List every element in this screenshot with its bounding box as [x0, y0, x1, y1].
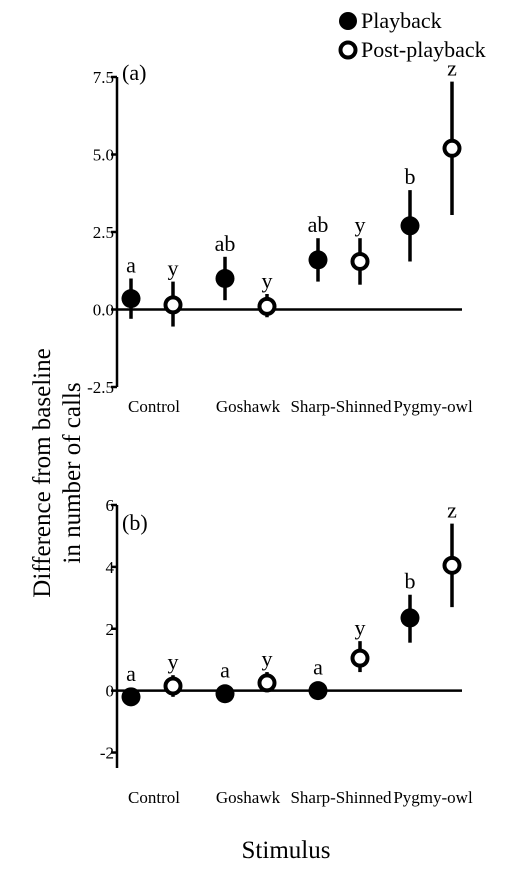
data-point-playback	[215, 269, 235, 288]
significance-letter: y	[168, 256, 179, 281]
significance-letter: a	[126, 661, 136, 686]
y-axis-title-line2: in number of calls	[59, 382, 86, 563]
x-category-label: Sharp-Shinned	[290, 788, 392, 807]
data-point-post-playback	[163, 676, 183, 696]
y-tick-label: 2	[106, 620, 115, 639]
x-category-label: Control	[128, 397, 180, 416]
significance-letter: z	[447, 498, 457, 523]
data-point-playback	[215, 684, 235, 704]
y-tick-label: 0.0	[93, 301, 114, 320]
x-axis-title: Stimulus	[242, 837, 331, 864]
data-point-post-playback	[442, 555, 462, 575]
significance-letter: ab	[215, 231, 236, 256]
significance-letter: y	[355, 212, 366, 237]
significance-letter: a	[313, 655, 323, 680]
panel-b: -2 0 2 4 6 (b) Control Goshawk Sharp-Shinned Pygm…	[100, 496, 473, 807]
x-category-label: Control	[128, 788, 180, 807]
significance-letter: b	[405, 569, 416, 594]
y-tick-label: 6	[106, 496, 115, 515]
significance-letter: y	[262, 646, 273, 671]
x-category-label: Goshawk	[216, 397, 281, 416]
y-tick-label: 5.0	[93, 146, 114, 165]
data-point-playback	[121, 687, 141, 707]
legend-post-playback-label: Post-playback	[361, 37, 486, 62]
legend-playback-label: Playback	[361, 8, 442, 33]
y-tick-label: -2.5	[87, 378, 114, 397]
x-category-label: Pygmy-owl	[393, 397, 473, 416]
x-category-label: Goshawk	[216, 788, 281, 807]
data-point-post-playback	[442, 138, 462, 158]
significance-letter: ab	[308, 212, 329, 237]
significance-letter: z	[447, 56, 457, 81]
y-tick-label: 4	[106, 558, 115, 577]
legend-post-playback-marker	[338, 40, 358, 60]
significance-letter: b	[405, 164, 416, 189]
x-category-label: Pygmy-owl	[393, 788, 473, 807]
panel-label: (a)	[122, 60, 146, 85]
y-tick-label: 0	[106, 682, 115, 701]
significance-letter: y	[168, 649, 179, 674]
data-point-post-playback	[257, 673, 277, 693]
y-tick-label: -2	[100, 744, 114, 763]
data-point-playback	[308, 250, 328, 270]
significance-letter: a	[220, 658, 230, 683]
panel-a: -2.5 0.0 2.5 5.0 7.5 (a) Control Goshawk Sharp-S…	[87, 56, 473, 416]
data-point-post-playback	[350, 648, 370, 668]
significance-letter: y	[355, 615, 366, 640]
x-category-label: Sharp-Shinned	[290, 397, 392, 416]
legend-playback-marker	[339, 12, 357, 30]
data-point-post-playback	[350, 251, 370, 271]
data-point-post-playback	[163, 295, 183, 315]
panel-label: (b)	[122, 510, 148, 535]
y-axis-title-line1: Difference from baseline	[29, 348, 56, 597]
y-tick-label: 2.5	[93, 223, 114, 242]
data-point-post-playback	[257, 296, 277, 316]
significance-letter: y	[262, 268, 273, 293]
data-point-playback	[400, 216, 420, 236]
data-point-playback	[121, 289, 141, 309]
legend: Playback Post-playback	[338, 8, 486, 62]
data-point-playback	[400, 608, 420, 628]
significance-letter: a	[126, 253, 136, 278]
data-point-playback	[308, 681, 328, 701]
y-tick-label: 7.5	[93, 68, 114, 87]
